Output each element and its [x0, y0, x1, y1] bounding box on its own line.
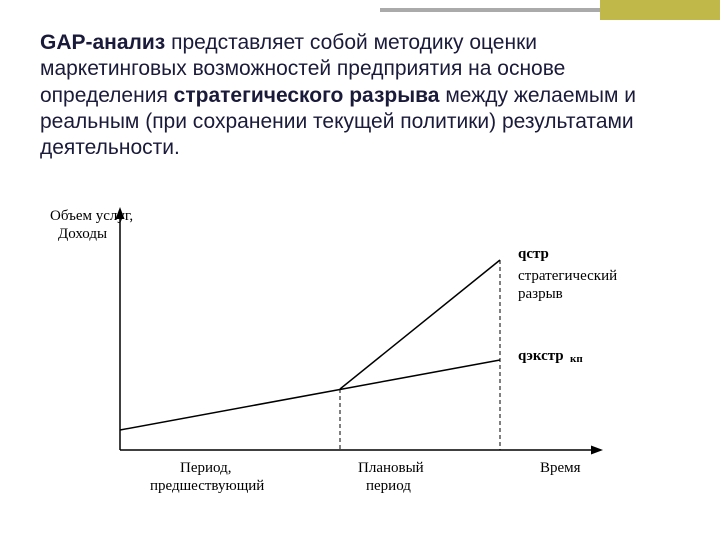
accent-gray-bar [380, 8, 600, 12]
label-qstr: qстр [518, 246, 549, 262]
gap-chart: Объем услуг, Доходы Период, предшествующ… [40, 200, 680, 520]
x-label-plan-2: период [366, 478, 411, 494]
y-axis-label-2: Доходы [58, 226, 107, 242]
x-label-time: Время [540, 460, 581, 476]
title-bold-2: стратегического разрыва [174, 84, 440, 107]
label-qextr-sub: кп [570, 353, 583, 365]
title-bold-1: GAP-анализ [40, 31, 165, 54]
label-qstr-sub2: разрыв [518, 286, 563, 302]
chart-svg: Объем услуг, Доходы Период, предшествующ… [40, 200, 680, 520]
line-strategic [340, 260, 500, 389]
accent-olive-bar [600, 0, 720, 20]
label-qstr-sub1: стратегический [518, 268, 617, 284]
x-label-prev-1: Период, [180, 460, 231, 476]
slide: GAP-анализ представляет собой методику о… [0, 0, 720, 540]
x-label-plan-1: Плановый [358, 460, 424, 476]
label-qextr: qэкстр [518, 348, 564, 364]
top-accent [380, 0, 720, 22]
line-extrapolation [120, 360, 500, 430]
title-text: GAP-анализ представляет собой методику о… [40, 30, 680, 161]
x-label-prev-2: предшествующий [150, 478, 264, 494]
y-axis-label-1: Объем услуг, [50, 208, 133, 224]
